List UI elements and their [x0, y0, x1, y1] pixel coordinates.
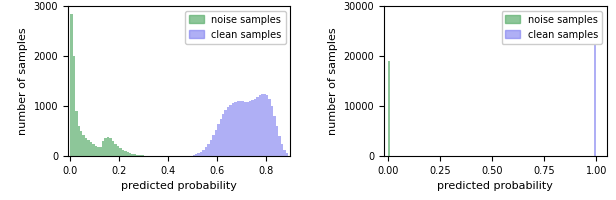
- Bar: [95, 146, 97, 156]
- Bar: [274, 116, 276, 156]
- Bar: [264, 94, 266, 156]
- Bar: [251, 100, 254, 156]
- Bar: [126, 152, 129, 156]
- Bar: [388, 61, 391, 156]
- Bar: [276, 126, 278, 156]
- Bar: [75, 111, 78, 156]
- Bar: [266, 95, 269, 156]
- Y-axis label: number of samples: number of samples: [328, 27, 338, 135]
- Bar: [261, 94, 264, 156]
- Bar: [234, 102, 237, 156]
- Bar: [200, 152, 203, 156]
- Bar: [198, 153, 200, 156]
- Bar: [87, 140, 90, 156]
- Bar: [92, 144, 95, 156]
- Bar: [278, 136, 281, 156]
- Bar: [193, 155, 195, 156]
- Bar: [141, 155, 144, 156]
- Bar: [110, 138, 112, 156]
- Bar: [80, 131, 83, 156]
- Bar: [83, 135, 85, 156]
- Bar: [73, 56, 75, 156]
- Bar: [269, 99, 271, 156]
- Bar: [286, 153, 288, 156]
- Bar: [594, 11, 596, 156]
- Bar: [134, 154, 136, 156]
- Bar: [246, 102, 249, 156]
- Bar: [70, 14, 73, 156]
- Bar: [281, 144, 283, 156]
- X-axis label: predicted probability: predicted probability: [121, 181, 237, 191]
- Bar: [203, 150, 205, 156]
- Bar: [78, 126, 80, 156]
- Bar: [244, 102, 246, 156]
- Bar: [102, 140, 105, 156]
- Bar: [112, 140, 114, 156]
- Bar: [121, 150, 124, 156]
- Bar: [229, 105, 232, 156]
- Bar: [97, 146, 100, 156]
- Bar: [212, 135, 214, 156]
- Legend: noise samples, clean samples: noise samples, clean samples: [501, 11, 602, 44]
- Legend: noise samples, clean samples: noise samples, clean samples: [185, 11, 286, 44]
- Bar: [116, 146, 119, 156]
- Bar: [256, 97, 259, 156]
- Bar: [207, 144, 209, 156]
- Bar: [100, 147, 102, 156]
- Bar: [90, 142, 92, 156]
- Bar: [139, 155, 141, 156]
- Bar: [237, 101, 239, 156]
- Bar: [259, 95, 261, 156]
- Bar: [271, 106, 274, 156]
- Bar: [249, 101, 251, 156]
- Bar: [224, 110, 227, 156]
- Bar: [227, 107, 229, 156]
- Bar: [283, 150, 286, 156]
- Bar: [232, 103, 234, 156]
- Bar: [124, 151, 126, 156]
- Bar: [195, 154, 198, 156]
- Bar: [205, 147, 207, 156]
- Bar: [219, 118, 222, 156]
- Bar: [222, 114, 224, 156]
- Bar: [131, 154, 134, 156]
- Bar: [129, 153, 131, 156]
- Bar: [214, 130, 217, 156]
- Bar: [254, 99, 256, 156]
- Bar: [107, 137, 110, 156]
- X-axis label: predicted probability: predicted probability: [437, 181, 553, 191]
- Y-axis label: number of samples: number of samples: [18, 27, 28, 135]
- Bar: [119, 148, 121, 156]
- Bar: [136, 155, 139, 156]
- Bar: [209, 140, 212, 156]
- Bar: [114, 144, 116, 156]
- Bar: [85, 138, 87, 156]
- Bar: [105, 138, 107, 156]
- Bar: [239, 101, 241, 156]
- Bar: [241, 101, 244, 156]
- Bar: [217, 124, 219, 156]
